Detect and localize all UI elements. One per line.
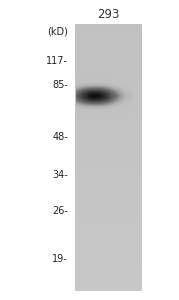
Text: (kD): (kD) <box>47 26 68 37</box>
Text: 34-: 34- <box>52 170 68 181</box>
Text: 117-: 117- <box>46 56 68 67</box>
Text: 26-: 26- <box>52 206 68 217</box>
Text: 48-: 48- <box>52 131 68 142</box>
Text: 19-: 19- <box>52 254 68 265</box>
Text: 85-: 85- <box>52 80 68 91</box>
Text: 293: 293 <box>97 8 120 20</box>
